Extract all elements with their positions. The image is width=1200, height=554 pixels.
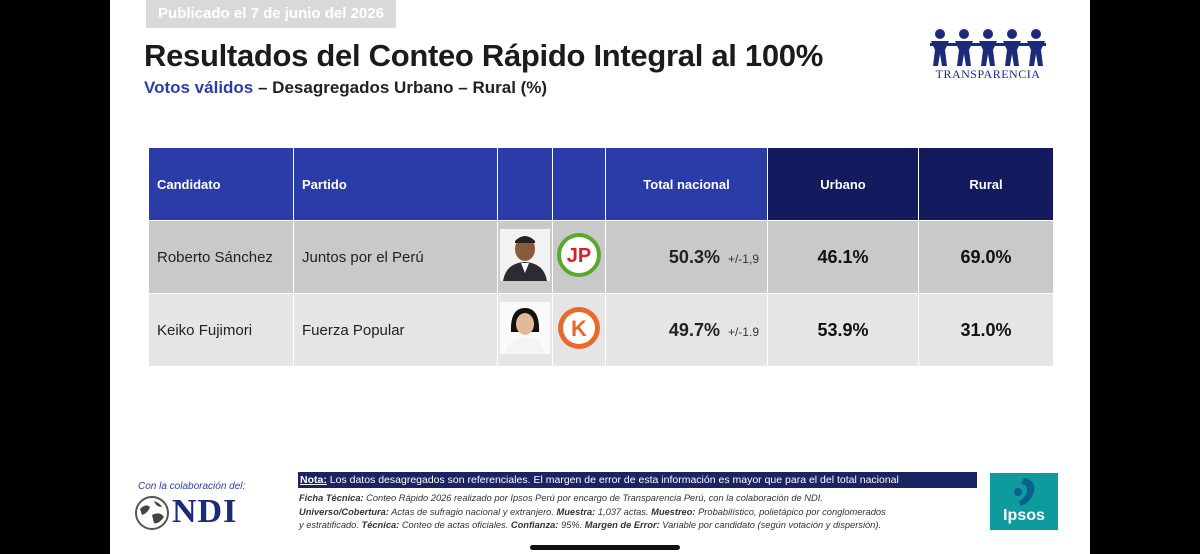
- logo-cell: JP: [552, 220, 606, 294]
- technical-sheet: Ficha Técnica: Conteo Rápido 2026 realiz…: [299, 492, 886, 533]
- technical-label: Técnica:: [361, 520, 400, 530]
- technical-text: Actas de sufragio nacional y extranjero.: [388, 506, 557, 517]
- collaboration-label: Con la colaboración del:: [138, 481, 246, 492]
- header-cell: [497, 147, 553, 221]
- urban: 46.1%: [767, 220, 919, 294]
- technical-line: Ficha Técnica: Conteo Rápido 2026 realiz…: [299, 492, 886, 506]
- transparencia-icon: [930, 29, 1046, 66]
- subtitle: Votos válidos – Desagregados Urbano – Ru…: [144, 78, 547, 98]
- subtitle-text: – Desagregados Urbano – Rural (%): [258, 78, 548, 97]
- party: Fuerza Popular: [293, 293, 498, 367]
- photo-cell: [497, 220, 553, 294]
- party: Juntos por el Perú: [293, 220, 498, 294]
- technical-label: Muestra:: [556, 506, 596, 517]
- technical-label: Universo/Cobertura:: [299, 506, 389, 517]
- rural: 69.0%: [918, 220, 1054, 294]
- candidate: Roberto Sánchez: [148, 220, 294, 294]
- ndi-logo: NDI: [172, 493, 238, 530]
- column-header: Urbano: [767, 147, 919, 221]
- column-header: Partido: [293, 147, 498, 221]
- publish-badge: Publicado el 7 de junio del 2026: [146, 0, 396, 28]
- technical-text: 95%.: [558, 520, 585, 530]
- ipsos-logo: Ipsos: [990, 473, 1058, 530]
- logo-cell: K: [552, 293, 606, 367]
- total-cell: 49.7% +/-1.9: [605, 293, 768, 367]
- ndi-globe: [135, 496, 169, 530]
- technical-line: Universo/Cobertura: Actas de sufragio na…: [299, 506, 886, 520]
- ipsos-icon: [1014, 478, 1035, 506]
- margin-of-error: +/-1,9: [727, 251, 759, 266]
- party-logo-text: K: [571, 316, 587, 341]
- technical-label: Margen de Error:: [584, 520, 660, 530]
- total-national: 50.3%: [668, 246, 720, 267]
- rural: 31.0%: [918, 293, 1054, 367]
- note: Nota: Los datos desagregados son referen…: [298, 472, 977, 488]
- total-national: 49.7%: [668, 319, 720, 340]
- title: Resultados del Conteo Rápido Integral al…: [144, 38, 823, 73]
- photo-cell: [497, 293, 553, 367]
- subtitle-highlight: Votos válidos: [144, 78, 254, 97]
- technical-text: Probabilístico, polietápico por conglome…: [695, 506, 886, 517]
- column-header: Total nacional: [605, 147, 768, 221]
- candidate: Keiko Fujimori: [148, 293, 294, 367]
- technical-text: Conteo Rápido 2026 realizado por Ipsos P…: [363, 493, 823, 503]
- slide: Publicado el 7 de junio del 2026 Resulta…: [110, 0, 1090, 554]
- party-logo: JP: [557, 233, 601, 277]
- technical-label: Ficha Técnica:: [299, 493, 364, 503]
- party-logo: K: [558, 307, 600, 349]
- note-label: Nota:: [300, 474, 327, 486]
- party-logo-text: JP: [567, 245, 591, 267]
- header-cell: [552, 147, 606, 221]
- technical-text: y estratificado.: [299, 520, 362, 530]
- technical-text: Variable por candidato (según votación y…: [659, 520, 882, 530]
- technical-text: 1,037 actas.: [595, 506, 652, 517]
- home-indicator: [530, 545, 680, 550]
- urban: 53.9%: [767, 293, 919, 367]
- ipsos-text: Ipsos: [1003, 507, 1045, 524]
- table-row: Keiko Fujimori Fuerza Popular K 49.7% +/-…: [148, 293, 1054, 367]
- candidate-photo: [500, 229, 550, 281]
- margin-of-error: +/-1.9: [727, 324, 759, 339]
- technical-line: y estratificado. Técnica: Conteo de acta…: [299, 519, 886, 533]
- technical-label: Muestreo:: [651, 506, 696, 517]
- transparencia-logo: TRANSPARENCIA: [935, 67, 1041, 81]
- technical-text: Conteo de actas oficiales.: [399, 520, 511, 530]
- column-header: Rural: [918, 147, 1054, 221]
- technical-label: Confianza:: [510, 520, 559, 530]
- header-row: Candidato Partido Total nacional Urbano …: [148, 147, 1054, 221]
- column-header: Candidato: [148, 147, 294, 221]
- table-row: Roberto Sánchez Juntos por el Perú JP 50…: [148, 220, 1054, 294]
- candidate-photo: [500, 302, 550, 354]
- note-text: Los datos desagregados son referenciales…: [329, 474, 899, 486]
- results-table: Candidato Partido Total nacional Urbano …: [148, 147, 1054, 367]
- total-cell: 50.3% +/-1,9: [605, 220, 768, 294]
